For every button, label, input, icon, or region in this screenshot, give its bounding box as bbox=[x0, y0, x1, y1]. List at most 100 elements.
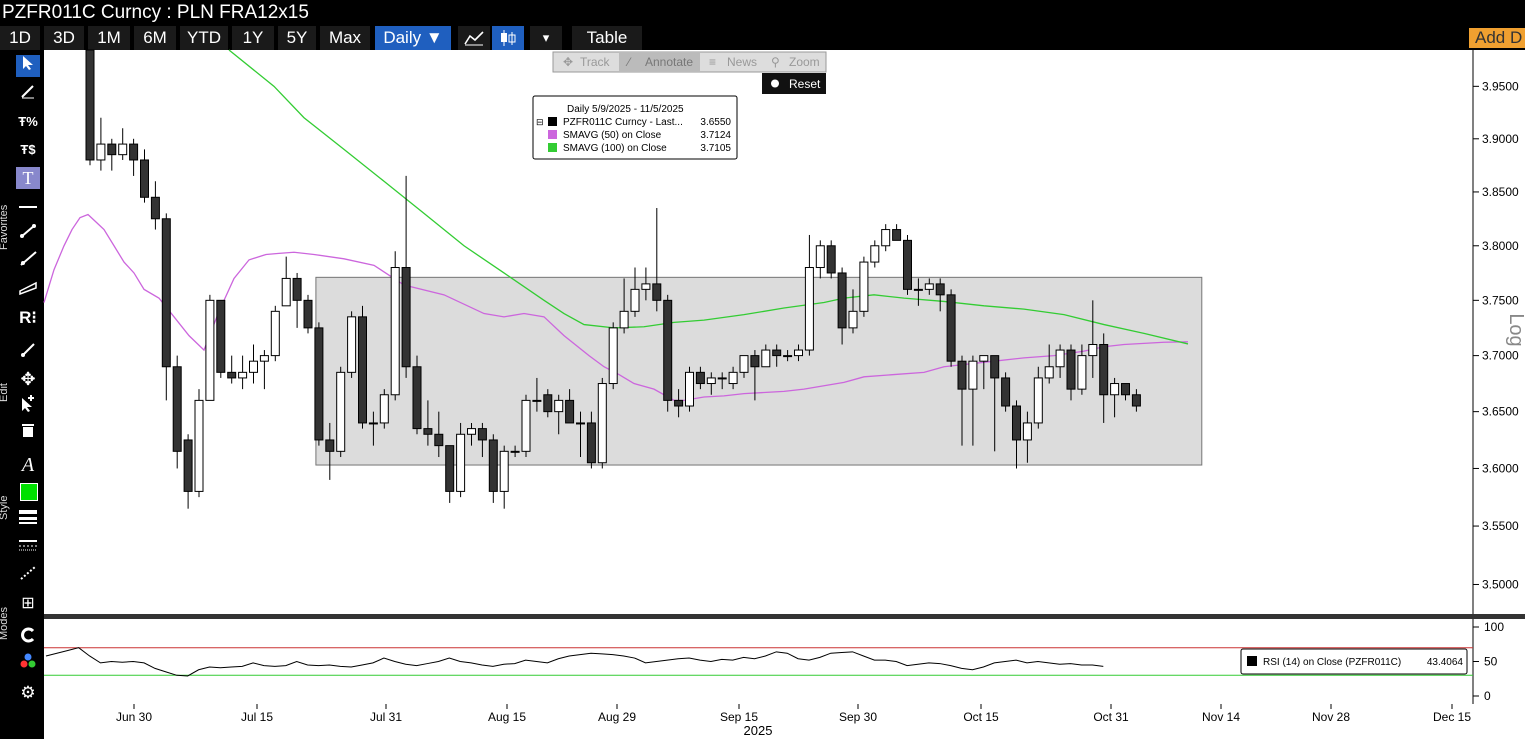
lasso-icon[interactable] bbox=[16, 565, 40, 587]
reset-button[interactable]: Reset bbox=[789, 77, 821, 91]
candle[interactable] bbox=[663, 294, 673, 412]
candle[interactable] bbox=[608, 322, 618, 390]
sma50-line[interactable] bbox=[43, 213, 1189, 402]
range-max-button[interactable]: Max bbox=[320, 26, 370, 50]
candle[interactable] bbox=[706, 372, 716, 395]
add-cursor-icon[interactable] bbox=[16, 394, 40, 416]
add-data-button[interactable]: Add D bbox=[1469, 28, 1525, 48]
channel-icon[interactable] bbox=[16, 279, 40, 301]
candle[interactable] bbox=[695, 366, 705, 390]
candle[interactable] bbox=[1131, 389, 1141, 412]
candle[interactable] bbox=[794, 344, 803, 362]
candle[interactable] bbox=[924, 278, 934, 295]
track-button[interactable]: Track bbox=[580, 55, 611, 69]
candle[interactable] bbox=[1099, 333, 1109, 423]
candle[interactable] bbox=[1055, 344, 1065, 378]
range-rectangle[interactable] bbox=[315, 276, 1203, 466]
candle[interactable] bbox=[1121, 383, 1130, 401]
text-icon[interactable]: T bbox=[16, 167, 40, 189]
r-menu-icon[interactable]: R⁝ bbox=[19, 308, 37, 327]
candle[interactable] bbox=[837, 267, 847, 345]
candle[interactable] bbox=[96, 117, 106, 171]
news-button[interactable]: News bbox=[727, 55, 757, 69]
trend-line-icon[interactable] bbox=[16, 223, 40, 245]
move-icon[interactable]: ✥ bbox=[20, 369, 36, 389]
candle[interactable] bbox=[761, 344, 771, 368]
range-5y-button[interactable]: 5Y bbox=[278, 26, 316, 50]
candle[interactable] bbox=[532, 377, 542, 412]
candle[interactable] bbox=[848, 289, 858, 334]
candle[interactable] bbox=[881, 224, 891, 252]
candle[interactable] bbox=[477, 422, 487, 458]
candle[interactable] bbox=[281, 256, 291, 307]
candle[interactable] bbox=[445, 445, 455, 503]
candle[interactable] bbox=[467, 422, 476, 446]
candle[interactable] bbox=[270, 305, 280, 362]
candle[interactable] bbox=[390, 251, 400, 401]
candle[interactable] bbox=[935, 278, 945, 312]
candle[interactable] bbox=[739, 355, 749, 378]
candle[interactable] bbox=[619, 278, 629, 334]
line-width-icon[interactable] bbox=[16, 508, 40, 530]
candle[interactable] bbox=[292, 272, 302, 328]
candle[interactable] bbox=[325, 422, 335, 480]
candle[interactable] bbox=[870, 240, 880, 268]
candle[interactable] bbox=[968, 355, 978, 446]
candle[interactable] bbox=[412, 355, 422, 435]
chart-options-dropdown[interactable]: ▾ bbox=[530, 26, 562, 50]
candle[interactable] bbox=[368, 411, 378, 446]
candle[interactable] bbox=[249, 344, 258, 384]
candle[interactable] bbox=[488, 434, 498, 503]
candle[interactable] bbox=[358, 305, 367, 429]
cursor-icon[interactable] bbox=[16, 55, 40, 77]
candle[interactable] bbox=[892, 224, 902, 241]
candle[interactable] bbox=[1044, 344, 1054, 384]
candle[interactable] bbox=[630, 267, 640, 317]
candle[interactable] bbox=[161, 213, 171, 401]
settings-gear-icon[interactable]: ⚙ bbox=[20, 683, 36, 702]
rsi-legend[interactable]: RSI (14) on Close (PZFR011C) 43.4064 bbox=[1240, 648, 1468, 675]
candle[interactable] bbox=[750, 350, 760, 401]
sma100-line[interactable] bbox=[228, 49, 1189, 345]
candle[interactable] bbox=[434, 411, 444, 458]
candle[interactable] bbox=[717, 372, 727, 390]
frequency-dropdown[interactable]: Daily ▼ bbox=[375, 26, 451, 50]
candle[interactable] bbox=[1001, 372, 1011, 412]
candle[interactable] bbox=[259, 350, 269, 390]
candle[interactable] bbox=[510, 445, 520, 458]
candle[interactable] bbox=[576, 411, 585, 458]
candle[interactable] bbox=[238, 355, 248, 390]
candle[interactable] bbox=[903, 234, 912, 295]
trash-icon[interactable] bbox=[16, 422, 40, 444]
candle[interactable] bbox=[815, 240, 825, 279]
candle[interactable] bbox=[543, 389, 553, 418]
log-scale-label[interactable]: Log bbox=[1505, 313, 1525, 346]
candle[interactable] bbox=[674, 389, 684, 418]
candle[interactable] bbox=[1033, 366, 1043, 429]
dots-mode-icon[interactable] bbox=[16, 652, 40, 674]
candle[interactable] bbox=[150, 181, 160, 230]
candle[interactable] bbox=[172, 355, 182, 469]
range-1y-button[interactable]: 1Y bbox=[232, 26, 274, 50]
candle[interactable] bbox=[347, 311, 357, 378]
range-1m-button[interactable]: 1M bbox=[88, 26, 130, 50]
candle-chart-icon[interactable] bbox=[492, 26, 524, 50]
candle[interactable] bbox=[499, 445, 509, 509]
color-swatch-icon[interactable] bbox=[16, 480, 40, 502]
candle[interactable] bbox=[685, 366, 694, 412]
range-ytd-button[interactable]: YTD bbox=[180, 26, 228, 50]
brush-icon[interactable] bbox=[16, 342, 40, 364]
candle[interactable] bbox=[314, 322, 324, 446]
table-button[interactable]: Table bbox=[572, 26, 642, 50]
candle[interactable] bbox=[205, 294, 215, 401]
line-chart-icon[interactable] bbox=[458, 26, 490, 50]
horizontal-line-icon[interactable] bbox=[16, 195, 40, 217]
font-icon[interactable]: A bbox=[21, 454, 35, 476]
candle[interactable] bbox=[772, 344, 782, 367]
pen-icon[interactable] bbox=[16, 83, 40, 105]
ray-icon[interactable] bbox=[16, 251, 40, 273]
candle[interactable] bbox=[597, 377, 607, 469]
candle[interactable] bbox=[826, 240, 836, 279]
candle[interactable] bbox=[1012, 400, 1021, 469]
